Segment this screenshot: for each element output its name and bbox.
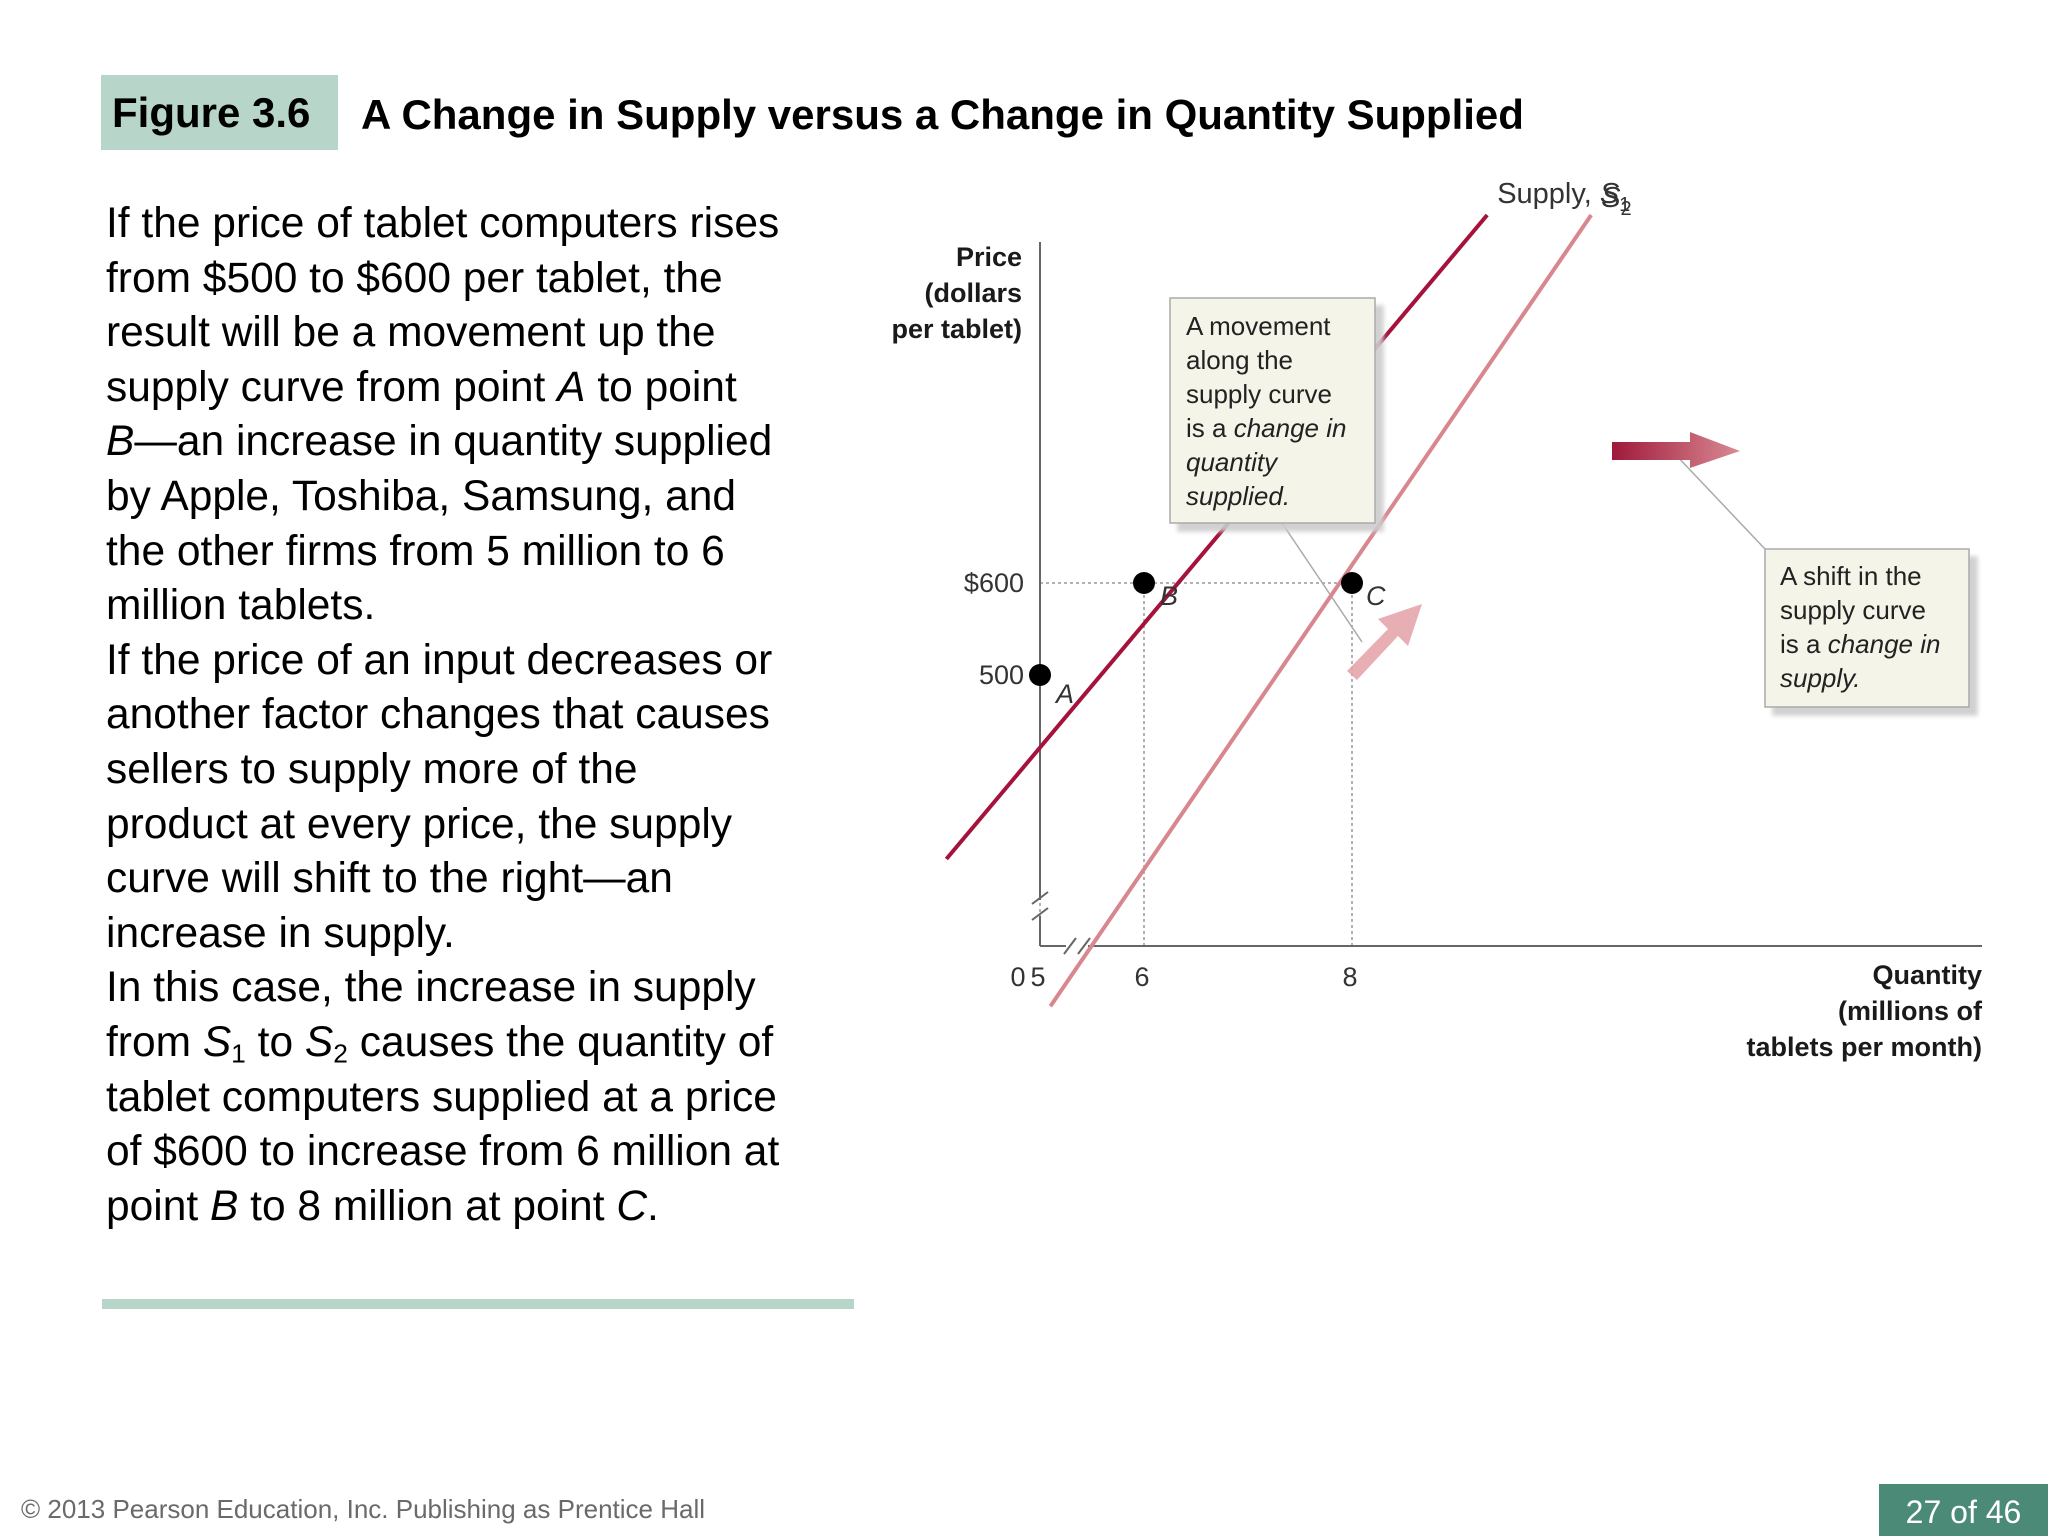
callout-box: [1764, 548, 1970, 708]
callout-box: [1169, 297, 1376, 524]
body-line: tablet computers supplied at a price: [106, 1073, 777, 1121]
y-tick-label: 500: [979, 660, 1024, 690]
y-axis-break: [1031, 891, 1049, 921]
body-line: point B to 8 million at point C.: [106, 1182, 659, 1230]
leader-movement: [1281, 522, 1363, 643]
page-counter: 27 of 46: [1879, 1484, 2048, 1536]
body-line: If the price of an input decreases or: [106, 636, 773, 684]
body-line: the other firms from 5 million to 6: [106, 527, 725, 575]
body-line: from S1 to S2 causes the quantity of: [106, 1018, 774, 1069]
body-line: curve will shift to the right—an: [106, 855, 673, 903]
callout-text: A shift in the supply curve is a change in…: [1780, 561, 1940, 693]
point-label: C: [1366, 581, 1386, 611]
body-line: by Apple, Toshiba, Samsung, and: [106, 472, 737, 520]
callout-shift: A shift in the supply curve is a change in…: [1764, 548, 1970, 708]
y-axis-title: Price (dollars per tablet): [891, 242, 1022, 344]
callout-leaders: [1281, 452, 1766, 643]
x-axis-title: Quantity (millions of tablets per month): [1746, 960, 1983, 1062]
x-tick-label: 0: [1010, 962, 1025, 992]
body-line: result will be a movement up the: [106, 309, 716, 357]
points: [1029, 572, 1363, 686]
supply-curve-s2: [1048, 213, 1593, 1008]
body-line: another factor changes that causes: [106, 691, 770, 739]
body-line: of $600 to increase from 6 million at: [106, 1128, 780, 1176]
callout-movement: A movement along the supply curve is a chan…: [1169, 297, 1376, 524]
body-line: sellers to supply more of the: [106, 745, 638, 793]
body-text: If the price of tablet computers rises fr…: [106, 197, 876, 1234]
figure-label: Figure 3.6: [101, 75, 338, 150]
body-line: B—an increase in quantity supplied: [106, 418, 773, 466]
x-tick-label: 8: [1342, 962, 1357, 992]
copyright-text: © 2013 Pearson Education, Inc. Publishin…: [21, 1494, 705, 1524]
shift-arrow: [1612, 432, 1740, 468]
arrows: [1347, 432, 1740, 680]
body-line: million tablets.: [106, 582, 376, 630]
point-a: [1029, 664, 1051, 686]
body-line: from $500 to $600 per tablet, the: [106, 254, 723, 302]
body-line: supply curve from point A to point: [106, 363, 737, 411]
body-line: In this case, the increase in supply: [106, 964, 756, 1012]
supply-curve-s1: [944, 213, 1489, 861]
supply-curves: [944, 213, 1593, 1008]
supply-chart: 0 5 6 8 500 $600 Price (dollars per tablet) Quant…: [891, 178, 1983, 1062]
body-line: product at every price, the supply: [106, 800, 733, 848]
figure-title: A Change in Supply versus a Change in Qu…: [361, 91, 1524, 138]
curve-label-s2: S2: [1601, 182, 1631, 220]
curve-label-s1: Supply, S1: [1497, 178, 1630, 216]
axes: [1031, 242, 1982, 955]
point-label: A: [1054, 679, 1074, 709]
point-b: [1133, 572, 1155, 594]
body-line: If the price of tablet computers rises: [106, 200, 780, 247]
leader-shift: [1673, 452, 1766, 550]
callouts: A movement along the supply curve is a chan…: [1169, 297, 1970, 708]
body-line: increase in supply.: [106, 909, 455, 957]
x-tick-label: 5: [1030, 962, 1045, 992]
movement-arrow: [1347, 604, 1422, 680]
x-axis-break: [1063, 937, 1091, 955]
x-tick-label: 6: [1134, 962, 1149, 992]
chart-labels: 0 5 6 8 500 $600 Price (dollars per tablet) Quant…: [891, 178, 1983, 1062]
point-label: B: [1160, 581, 1178, 611]
callout-text: A movement along the supply curve is a chan…: [1186, 311, 1346, 511]
divider-rule: [102, 1299, 854, 1309]
point-c: [1341, 572, 1363, 594]
guide-lines: [1039, 582, 1353, 946]
y-tick-label: $600: [964, 568, 1024, 598]
